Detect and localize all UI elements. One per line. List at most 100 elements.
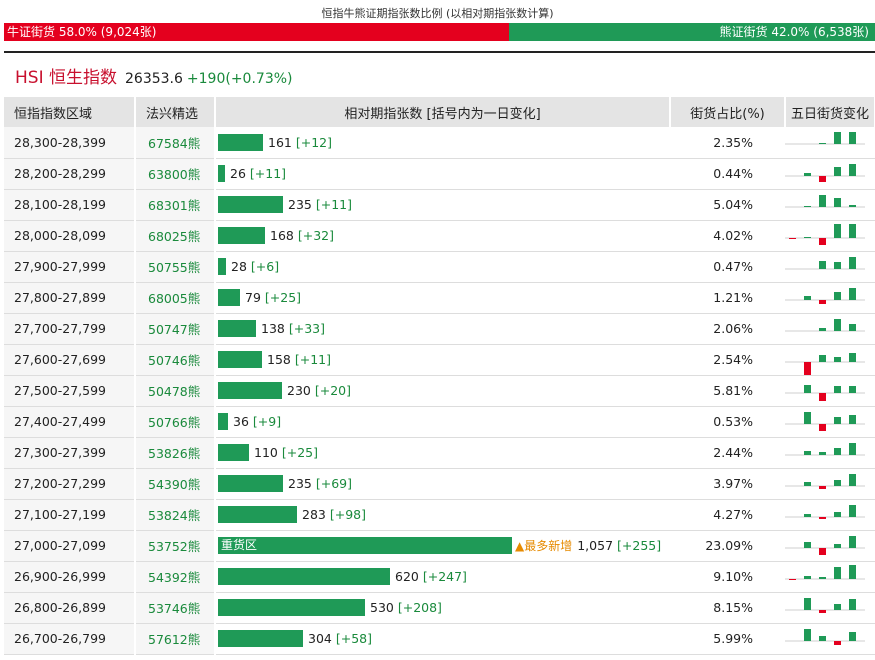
table-row: 26,700-26,799 57612熊 304 [+58] 5.99% (4, 623, 875, 655)
count-bar (218, 227, 265, 244)
ratio-cell: 0.47% (670, 251, 785, 283)
count-value: 36 (233, 414, 249, 429)
five-day-trend-chart (785, 442, 865, 455)
warrant-code-link[interactable]: 68025熊 (135, 220, 216, 252)
trend-bar (819, 423, 826, 431)
index-summary: HSI 恒生指数 26353.6 +190(+0.73%) (15, 63, 293, 88)
count-value: 1,057 (577, 538, 614, 553)
page-title: 恒指牛熊证期指张数比例 (以相对期指张数计算) (321, 7, 554, 20)
warrant-code-link[interactable]: 54390熊 (135, 468, 216, 500)
warrant-code-link[interactable]: 53746熊 (135, 592, 216, 624)
count-cell: 283 [+98] (215, 499, 670, 531)
warrant-code-link[interactable]: 68301熊 (135, 189, 216, 221)
ratio-cell: 5.81% (670, 375, 785, 407)
count-bar-wrap: 168 [+32] (216, 221, 670, 251)
table-row: 27,300-27,399 53826熊 110 [+25] 2.44% (4, 437, 875, 469)
warrant-code-link[interactable]: 63800熊 (135, 158, 216, 190)
count-delta: [+33] (288, 321, 325, 336)
warrant-code-link[interactable]: 50755熊 (135, 251, 216, 283)
warrant-code-link[interactable]: 53824熊 (135, 499, 216, 531)
count-cell: 620 [+247] (215, 561, 670, 593)
trend-cell (785, 499, 875, 531)
trend-bar (819, 299, 826, 304)
trend-bar (804, 205, 811, 207)
table-row: 26,800-26,899 53746熊 530 [+208] 8.15% (4, 592, 875, 624)
five-day-trend-chart (785, 194, 865, 207)
trend-bar (849, 385, 856, 393)
trend-cell (785, 592, 875, 624)
trend-bar (849, 323, 856, 331)
trend-bar (819, 547, 826, 555)
trend-cell (785, 530, 875, 562)
count-text: 620 [+247] (395, 569, 467, 584)
five-day-trend-chart (785, 223, 865, 245)
count-cell: 235 [+69] (215, 468, 670, 500)
count-cell: 79 [+25] (215, 282, 670, 314)
ratio-cell: 23.09% (670, 530, 785, 562)
table-row: 28,300-28,399 67584熊 161 [+12] 2.35% (4, 127, 875, 159)
count-bar (218, 630, 303, 647)
index-value: 26353.6 (125, 71, 183, 87)
ratio-cell: 2.06% (670, 313, 785, 345)
warrant-code-link[interactable]: 53826熊 (135, 437, 216, 469)
ratio-cell: 0.44% (670, 158, 785, 190)
count-cell: 168 [+32] (215, 220, 670, 252)
count-cell: 26 [+11] (215, 158, 670, 190)
count-cell: 36 [+9] (215, 406, 670, 438)
warrant-code-link[interactable]: 50746熊 (135, 344, 216, 376)
count-text: 304 [+58] (308, 631, 372, 646)
count-text: 138 [+33] (261, 321, 325, 336)
trend-bar (819, 237, 826, 245)
warrant-code-link[interactable]: 68005熊 (135, 282, 216, 314)
count-value: 235 (288, 197, 312, 212)
trend-bar (804, 450, 811, 455)
trend-cell (785, 406, 875, 438)
warrant-code-link[interactable]: 67584熊 (135, 127, 216, 159)
warrant-code-link[interactable]: 50747熊 (135, 313, 216, 345)
count-value: 230 (287, 383, 311, 398)
warrant-code-link[interactable]: 53752熊 (135, 530, 216, 562)
five-day-trend-chart (785, 256, 865, 269)
range-cell: 27,800-27,899 (4, 282, 136, 314)
trend-bar (834, 385, 841, 393)
count-text: 158 [+11] (267, 352, 331, 367)
trend-bar (834, 543, 841, 548)
trend-bar (849, 442, 856, 455)
count-cell: 235 [+11] (215, 189, 670, 221)
range-cell: 26,800-26,899 (4, 592, 136, 624)
warrant-code-link[interactable]: 54392熊 (135, 561, 216, 593)
table-row: 27,900-27,999 50755熊 28 [+6] 0.47% (4, 251, 875, 283)
trend-cell (785, 344, 875, 376)
index-name[interactable]: HSI 恒生指数 (15, 68, 117, 88)
warrant-code-link[interactable]: 57612熊 (135, 623, 216, 655)
most-new-badge: ▲最多新增 (515, 539, 573, 553)
count-text: 26 [+11] (230, 166, 286, 181)
trend-bar (834, 447, 841, 455)
count-text: 168 [+32] (270, 228, 334, 243)
trend-bar (834, 223, 841, 238)
warrant-code-link[interactable]: 50478熊 (135, 375, 216, 407)
trend-bar (834, 197, 841, 207)
table-row: 27,100-27,199 53824熊 283 [+98] 4.27% (4, 499, 875, 531)
trend-bar (849, 163, 856, 176)
five-day-trend-chart (785, 564, 865, 580)
header-count: 相对期指张数 [括号内为一日变化] (215, 97, 671, 127)
count-cell: 158 [+11] (215, 344, 670, 376)
trend-cell (785, 437, 875, 469)
five-day-trend-chart (785, 628, 865, 645)
ratio-cell: 4.27% (670, 499, 785, 531)
trend-bar (819, 260, 826, 269)
count-bar (218, 351, 262, 368)
range-cell: 27,300-27,399 (4, 437, 136, 469)
range-cell: 27,100-27,199 (4, 499, 136, 531)
count-delta: [+69] (315, 476, 352, 491)
count-bar-wrap: 重货区 ▲最多新增 1,057 [+255] (216, 531, 670, 561)
range-cell: 27,400-27,499 (4, 406, 136, 438)
trend-bar (834, 640, 841, 645)
count-bar-wrap: 230 [+20] (216, 376, 670, 406)
table-row: 27,400-27,499 50766熊 36 [+9] 0.53% (4, 406, 875, 438)
trend-bar (819, 194, 826, 207)
warrant-code-link[interactable]: 50766熊 (135, 406, 216, 438)
count-text: 79 [+25] (245, 290, 301, 305)
count-value: 235 (288, 476, 312, 491)
